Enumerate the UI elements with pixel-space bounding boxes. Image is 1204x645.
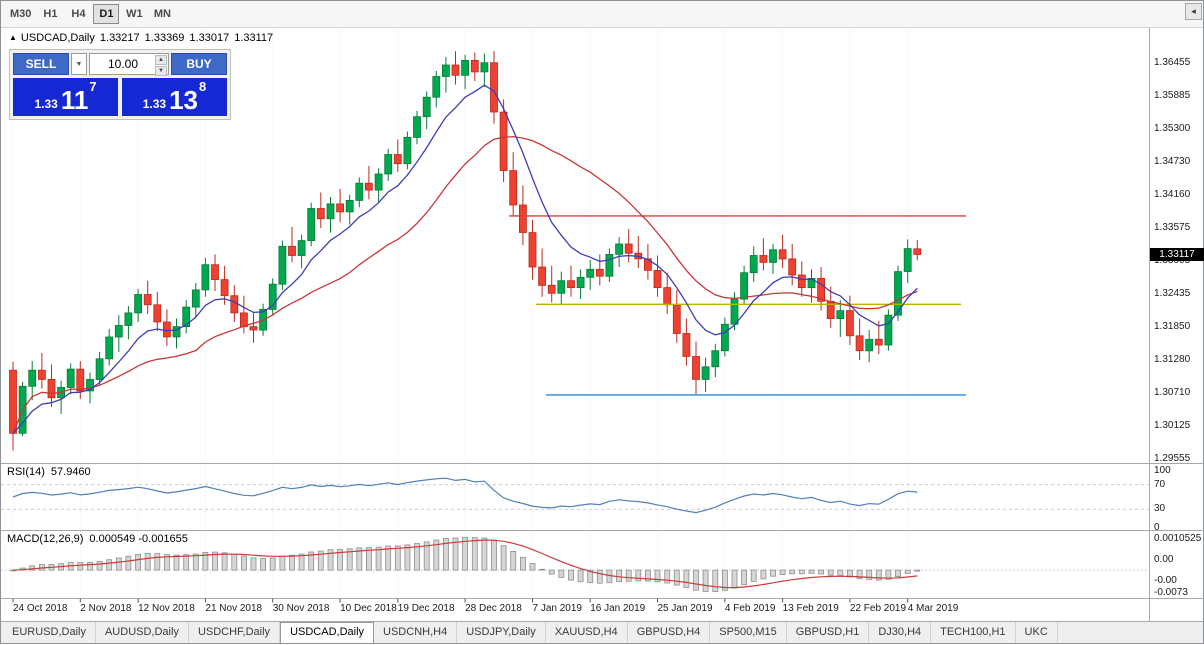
chart-tab-usdchf-daily[interactable]: USDCHF,Daily bbox=[189, 622, 281, 643]
rsi-scale-label: 70 bbox=[1154, 478, 1166, 490]
chart-tab-dj30-h4[interactable]: DJ30,H4 bbox=[869, 622, 932, 643]
date-label: 22 Feb 2019 bbox=[849, 603, 907, 614]
volume-field-wrap: ▲ ▼ bbox=[89, 53, 169, 76]
rsi-scale-label: 0 bbox=[1154, 522, 1160, 533]
pane-divider[interactable] bbox=[1, 461, 1203, 466]
rsi-scale-label: 30 bbox=[1154, 503, 1166, 515]
chart-tab-usdcnh-h4[interactable]: USDCNH,H4 bbox=[374, 622, 458, 643]
price-scale-label: 1.31850 bbox=[1154, 321, 1191, 333]
bid-pip-digit: 7 bbox=[89, 79, 97, 94]
rsi-value: 57.9460 bbox=[50, 466, 91, 478]
chart-tabs-bar: EURUSD,Daily AUDUSD,Daily USDCHF,Daily USDC… bbox=[1, 621, 1203, 643]
date-label: 10 Dec 2018 bbox=[340, 603, 397, 614]
macd-scale-label: 0.00 bbox=[1154, 554, 1174, 565]
price-scale-label: 1.32435 bbox=[1154, 287, 1191, 299]
chart-tab-gbpusd-h1[interactable]: GBPUSD,H1 bbox=[787, 622, 870, 643]
rsi-scale-label: 100 bbox=[1154, 465, 1171, 476]
chart-tab-tech100-h1[interactable]: TECH100,H1 bbox=[931, 622, 1016, 643]
date-label: 2 Nov 2018 bbox=[80, 603, 132, 614]
timeframe-button-mn[interactable]: MN bbox=[153, 8, 171, 20]
date-label: 19 Dec 2018 bbox=[397, 603, 455, 614]
price-scale-label: 1.33575 bbox=[1154, 222, 1191, 234]
macd-pane-header: MACD(12,26,9) 0.000549 -0.001655 bbox=[7, 533, 188, 545]
tab-scroll-left-button[interactable]: ◂ bbox=[1185, 3, 1202, 20]
chart-symbol-label: USDCAD,Daily bbox=[20, 32, 95, 44]
price-scale-label: 1.35300 bbox=[1154, 123, 1191, 135]
date-label: 28 Dec 2018 bbox=[465, 603, 522, 614]
price-scale-label: 1.31280 bbox=[1154, 353, 1191, 365]
date-label: 30 Nov 2018 bbox=[272, 603, 330, 614]
current-price-badge: 1.33117 bbox=[1150, 248, 1204, 261]
chart-symbol-header: ▲ USDCAD,Daily 1.33217 1.33369 1.33017 1.3311… bbox=[9, 32, 278, 44]
chevron-down-icon: ▼ bbox=[75, 60, 83, 68]
timeframe-button-m30[interactable]: M30 bbox=[10, 8, 32, 20]
ask-price-panel[interactable]: 1.33 13 8 bbox=[122, 78, 227, 116]
date-label: 4 Mar 2019 bbox=[907, 603, 959, 614]
price-scale-label: 1.29555 bbox=[1154, 452, 1191, 464]
ohlc-high: 1.33369 bbox=[144, 32, 185, 44]
rsi-name: RSI(14) bbox=[7, 466, 45, 478]
chart-tab-sp500-m15[interactable]: SP500,M15 bbox=[710, 622, 787, 643]
date-label: 21 Nov 2018 bbox=[205, 603, 263, 614]
ask-big-digits: 13 bbox=[169, 85, 199, 115]
collapse-arrow-icon[interactable]: ▲ bbox=[9, 33, 17, 42]
timeframe-toolbar: M30 H1 H4 D1 W1 MN bbox=[1, 1, 1203, 28]
bid-price-panel[interactable]: 1.33 11 7 bbox=[13, 78, 118, 116]
ohlc-open: 1.33217 bbox=[99, 32, 140, 44]
macd-scale-label: 0.0010525 bbox=[1154, 533, 1202, 544]
sell-button[interactable]: SELL bbox=[13, 53, 69, 75]
price-scale-label: 1.30710 bbox=[1154, 386, 1191, 398]
date-label: 7 Jan 2019 bbox=[532, 603, 583, 614]
macd-scale-label: -0.00 bbox=[1154, 575, 1177, 586]
bid-big-digits: 11 bbox=[60, 85, 89, 115]
date-label: 12 Nov 2018 bbox=[138, 603, 195, 614]
rsi-pane-header: RSI(14) 57.9460 bbox=[7, 466, 91, 478]
price-scale-label: 1.36455 bbox=[1154, 57, 1191, 68]
ohlc-low: 1.33017 bbox=[189, 32, 230, 44]
chart-tab-xauusd-h4[interactable]: XAUUSD,H4 bbox=[546, 622, 628, 643]
chart-tab-gbpusd-h4[interactable]: GBPUSD,H4 bbox=[628, 622, 711, 643]
macd-value: 0.000549 -0.001655 bbox=[89, 533, 188, 545]
volume-input[interactable] bbox=[90, 54, 168, 74]
price-scale-label: 1.34160 bbox=[1154, 188, 1191, 200]
chart-tab-audusd-daily[interactable]: AUDUSD,Daily bbox=[96, 622, 189, 643]
chart-tab-eurusd-daily[interactable]: EURUSD,Daily bbox=[3, 622, 96, 643]
buy-button[interactable]: BUY bbox=[171, 53, 227, 75]
date-label: 24 Oct 2018 bbox=[13, 603, 68, 614]
timeframe-button-w1[interactable]: W1 bbox=[126, 8, 143, 20]
trade-options-dropdown-button[interactable]: ▼ bbox=[71, 53, 87, 75]
chart-tab-ukc[interactable]: UKC bbox=[1016, 622, 1058, 643]
macd-name: MACD(12,26,9) bbox=[7, 533, 84, 545]
date-label: 4 Feb 2019 bbox=[724, 603, 776, 614]
timeframe-button-h4[interactable]: H4 bbox=[71, 8, 86, 20]
date-label: 16 Jan 2019 bbox=[590, 603, 646, 614]
spinner-up-icon[interactable]: ▲ bbox=[155, 55, 167, 65]
date-label: 13 Feb 2019 bbox=[782, 603, 839, 614]
chart-tab-usdjpy-daily[interactable]: USDJPY,Daily bbox=[457, 622, 546, 643]
price-scale-label: 1.30125 bbox=[1154, 420, 1191, 432]
spinner-down-icon[interactable]: ▼ bbox=[155, 66, 167, 76]
timeframe-button-d1[interactable]: D1 bbox=[93, 4, 120, 24]
ask-prefix: 1.33 bbox=[142, 97, 167, 111]
bid-prefix: 1.33 bbox=[34, 97, 58, 111]
date-label: 25 Jan 2019 bbox=[657, 603, 713, 614]
volume-spinner: ▲ ▼ bbox=[155, 55, 167, 76]
pane-divider[interactable] bbox=[1, 528, 1203, 533]
ohlc-close: 1.33117 bbox=[234, 32, 274, 44]
chart-tab-usdcad-daily[interactable]: USDCAD,Daily bbox=[280, 622, 375, 643]
ask-pip-digit: 8 bbox=[199, 79, 207, 94]
timeframe-button-h1[interactable]: H1 bbox=[43, 8, 58, 20]
price-scale-label: 1.35885 bbox=[1154, 89, 1191, 101]
price-scale-label: 1.34730 bbox=[1154, 156, 1191, 167]
macd-scale-label: -0.0073 bbox=[1154, 587, 1188, 598]
